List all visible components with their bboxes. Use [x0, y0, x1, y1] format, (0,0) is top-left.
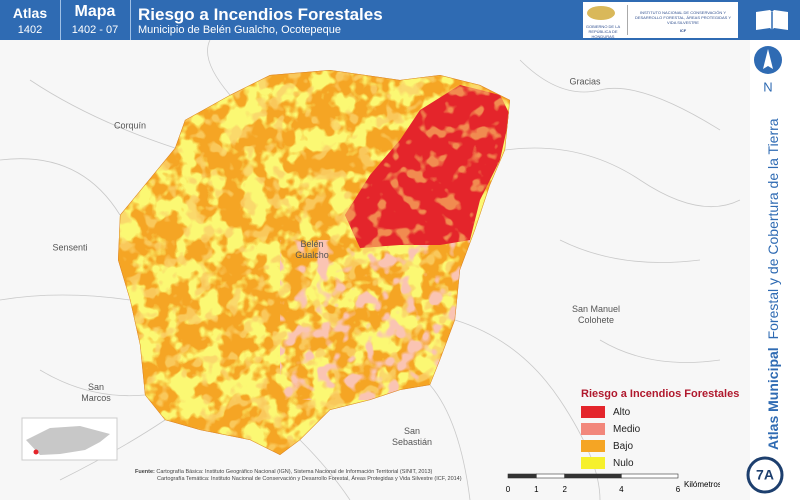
legend-swatch	[581, 440, 605, 452]
side-bold: Atlas Municipal	[765, 347, 781, 450]
legend-label: Nulo	[613, 458, 634, 469]
north-arrow: N	[754, 46, 782, 94]
logo-divider	[627, 5, 628, 35]
scale-tick: 2	[562, 485, 567, 494]
legend-label: Bajo	[613, 441, 633, 452]
atlas-number: 1402	[17, 24, 43, 36]
logo-institute: INSTITUTO NACIONAL DE CONSERVACIÓN Y DES…	[634, 10, 732, 25]
legend-title: Riesgo a Incendios Forestales	[581, 388, 739, 400]
place-label: San Manuel Colohete	[572, 304, 620, 325]
badge: 7A	[746, 456, 784, 494]
logo-acronym: ICF	[679, 28, 687, 33]
legend-swatch	[581, 423, 605, 435]
scale-tick: 1	[534, 485, 539, 494]
place-label: Corquín	[114, 120, 146, 130]
subtitle: Municipio de Belén Gualcho, Ocotepeque	[138, 24, 342, 36]
map-box: Mapa 1402 - 07	[60, 0, 131, 40]
scale-segment	[507, 473, 537, 479]
scale-segment	[536, 473, 565, 479]
book-icon	[756, 10, 788, 30]
side-regular: Forestal y de Cobertura de la Tierra	[765, 118, 781, 339]
map-number: 1402 - 07	[71, 24, 119, 36]
scale-segment	[621, 473, 679, 479]
place-label: Sensenti	[52, 242, 87, 252]
scale-tick: 0	[506, 485, 511, 494]
map-label: Mapa	[74, 3, 116, 20]
legend-swatch	[581, 457, 605, 469]
legend-label: Alto	[613, 407, 631, 418]
place-label: Belén Gualcho	[295, 239, 329, 260]
logo-emblem	[587, 6, 615, 20]
scale-tick: 6	[676, 485, 681, 494]
source-line: Cartografía Básica: Instituto Geográfico…	[156, 469, 433, 475]
logo: GOBIERNO DE LA REPÚBLICA DE HONDURAS INS…	[583, 2, 738, 39]
scale-segment	[564, 473, 622, 479]
source-label: Fuente:	[135, 469, 155, 475]
place-label: San Marcos	[81, 382, 111, 403]
source-line: Cartografía Temática: Instituto Nacional…	[157, 476, 462, 482]
side-text: Atlas Municipal Forestal y de Cobertura …	[765, 118, 781, 450]
atlas-box: Atlas 1402	[0, 0, 61, 40]
inset-map	[21, 417, 118, 461]
north-label: N	[763, 79, 772, 94]
side-title: Atlas Municipal Forestal y de Cobertura …	[765, 118, 781, 450]
legend: Riesgo a Incendios Forestales Alto Medio B…	[581, 388, 739, 469]
badge-label: 7A	[756, 467, 774, 483]
atlas-label: Atlas	[12, 5, 48, 21]
place-label: Gracias	[569, 76, 601, 86]
header: Atlas 1402 Mapa 1402 - 07 Riesgo a Incen…	[0, 0, 800, 40]
title: Riesgo a Incendios Forestales	[138, 5, 383, 24]
legend-swatch	[581, 406, 605, 418]
rivers	[0, 40, 741, 500]
legend-label: Medio	[613, 424, 641, 435]
place-label: San Sebastián	[392, 426, 432, 447]
source: Fuente: Cartografía Básica: Instituto Ge…	[135, 469, 475, 483]
scale-tick: 4	[619, 485, 624, 494]
logo-government: GOBIERNO DE LA REPÚBLICA DE HONDURAS	[585, 24, 621, 39]
scale-unit: Kilómetros	[684, 480, 720, 489]
map: Gracias Corquín Sensenti Belén Gualcho San Ma…	[0, 40, 750, 500]
